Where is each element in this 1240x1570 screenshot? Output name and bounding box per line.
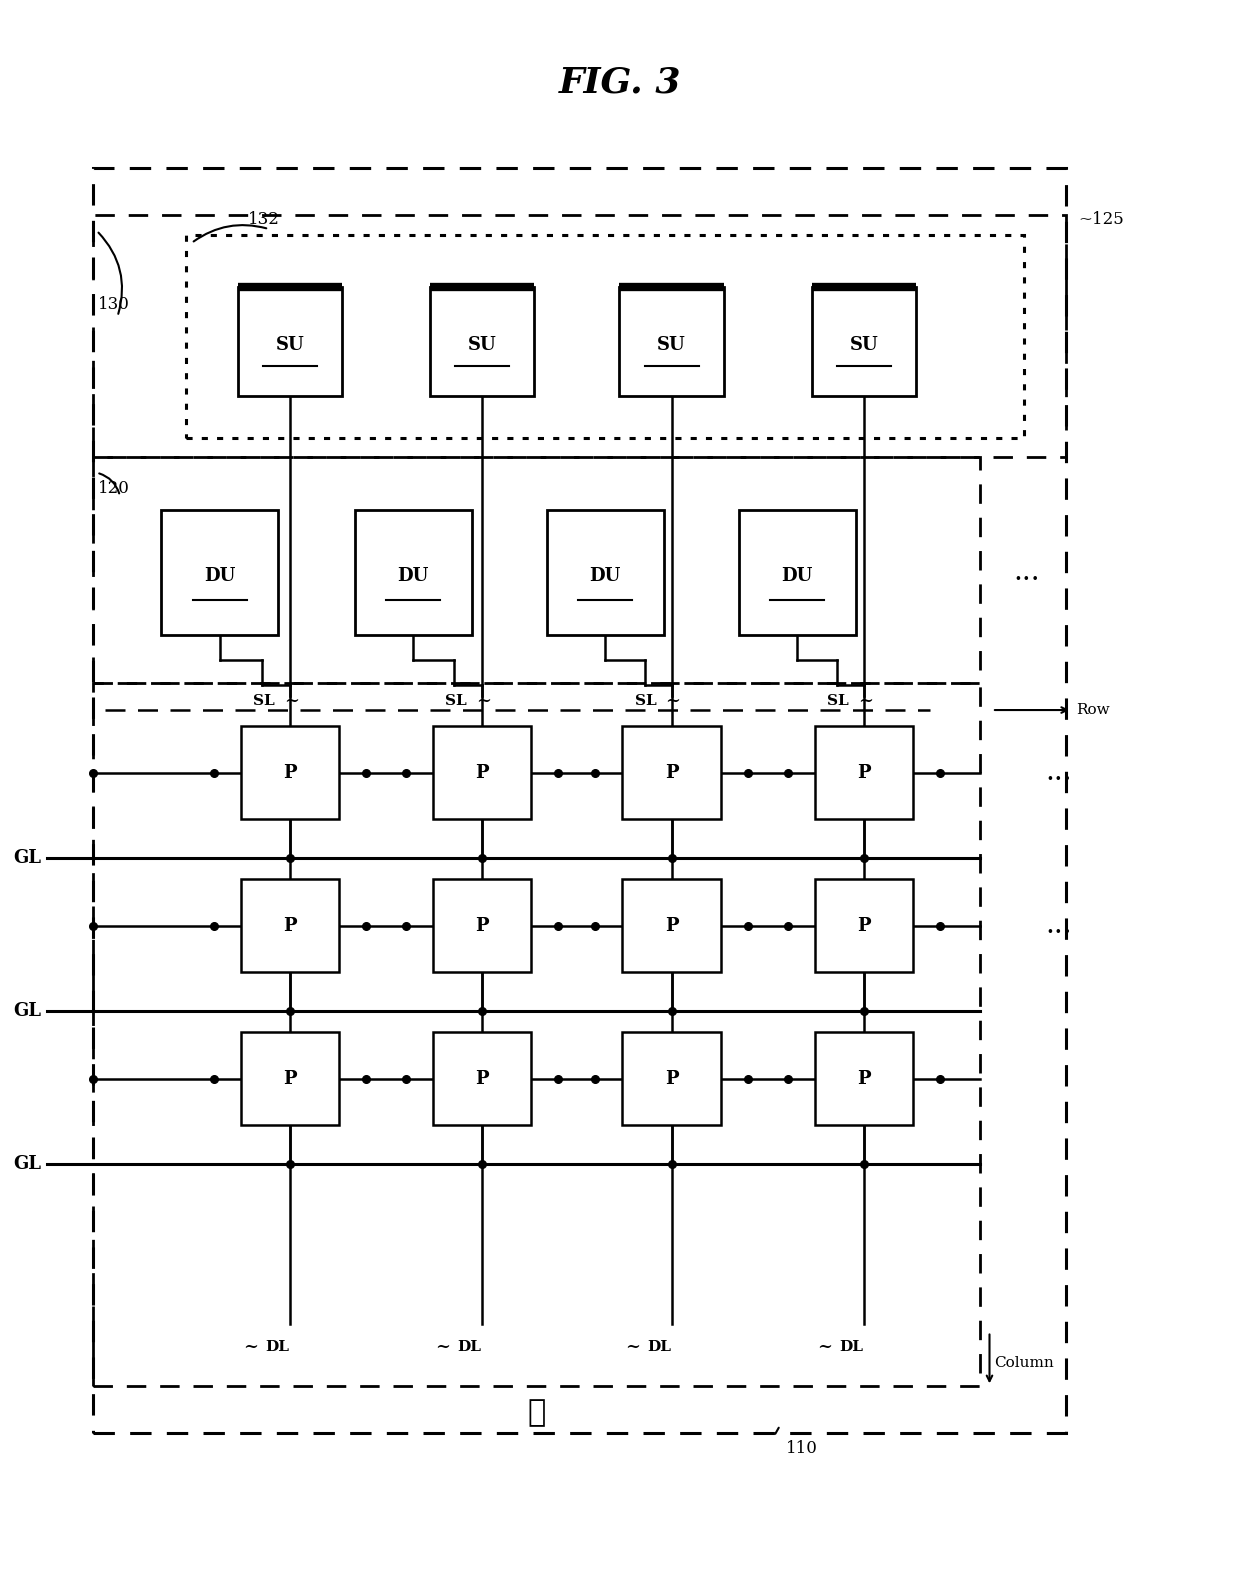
Text: SU: SU [849, 336, 878, 353]
Text: P: P [857, 917, 870, 934]
Text: ~: ~ [858, 692, 873, 710]
Text: DU: DU [205, 567, 236, 584]
Text: ~: ~ [476, 692, 491, 710]
Text: SU: SU [275, 336, 304, 353]
Text: FIG. 3: FIG. 3 [559, 66, 681, 99]
Bar [815, 1031, 913, 1126]
Text: Row: Row [1076, 703, 1110, 717]
Text: P: P [475, 1069, 489, 1088]
Text: P: P [665, 763, 678, 782]
Bar [620, 287, 724, 396]
Bar [241, 725, 340, 820]
Text: P: P [283, 763, 296, 782]
Text: DL: DL [647, 1341, 671, 1355]
Text: P: P [475, 917, 489, 934]
Text: DU: DU [397, 567, 429, 584]
Text: P: P [665, 1069, 678, 1088]
Text: 120: 120 [98, 480, 130, 496]
Bar [433, 879, 531, 972]
Text: SL: SL [635, 694, 656, 708]
Text: ...: ... [1045, 912, 1071, 939]
Text: DU: DU [781, 567, 813, 584]
Bar [161, 510, 278, 636]
Bar [547, 510, 663, 636]
Text: 130: 130 [98, 295, 130, 312]
Text: SL: SL [827, 694, 848, 708]
Text: SU: SU [657, 336, 686, 353]
Bar [241, 1031, 340, 1126]
Text: ~: ~ [284, 692, 299, 710]
Text: ⋮: ⋮ [527, 1397, 546, 1429]
Text: GL: GL [14, 1002, 41, 1020]
Text: ...: ... [1013, 559, 1040, 586]
Text: ~: ~ [243, 1338, 258, 1356]
Text: ~125: ~125 [1078, 212, 1123, 228]
Text: ~: ~ [666, 692, 681, 710]
Bar [815, 879, 913, 972]
Bar [622, 725, 720, 820]
Bar [622, 879, 720, 972]
Bar [811, 287, 916, 396]
Text: P: P [857, 1069, 870, 1088]
Text: Column: Column [994, 1356, 1054, 1369]
Bar [355, 510, 471, 636]
Text: GL: GL [14, 1156, 41, 1173]
Text: GL: GL [14, 849, 41, 867]
Bar [739, 510, 856, 636]
Text: ~: ~ [817, 1338, 832, 1356]
Text: P: P [283, 1069, 296, 1088]
Text: DL: DL [839, 1341, 863, 1355]
Text: P: P [665, 917, 678, 934]
Bar [430, 287, 534, 396]
Bar [241, 879, 340, 972]
Bar [433, 1031, 531, 1126]
Text: DU: DU [589, 567, 621, 584]
Text: SU: SU [467, 336, 496, 353]
Text: 110: 110 [786, 1440, 818, 1457]
Text: 132: 132 [248, 212, 280, 228]
Bar [238, 287, 342, 396]
Bar [815, 725, 913, 820]
Text: ...: ... [1045, 758, 1071, 787]
Text: P: P [857, 763, 870, 782]
Bar [622, 1031, 720, 1126]
Bar [433, 725, 531, 820]
Text: P: P [283, 917, 296, 934]
Text: SL: SL [445, 694, 466, 708]
Text: P: P [475, 763, 489, 782]
Text: SL: SL [253, 694, 275, 708]
Text: ~: ~ [625, 1338, 640, 1356]
Text: DL: DL [458, 1341, 481, 1355]
Text: ~: ~ [435, 1338, 450, 1356]
Text: DL: DL [265, 1341, 289, 1355]
